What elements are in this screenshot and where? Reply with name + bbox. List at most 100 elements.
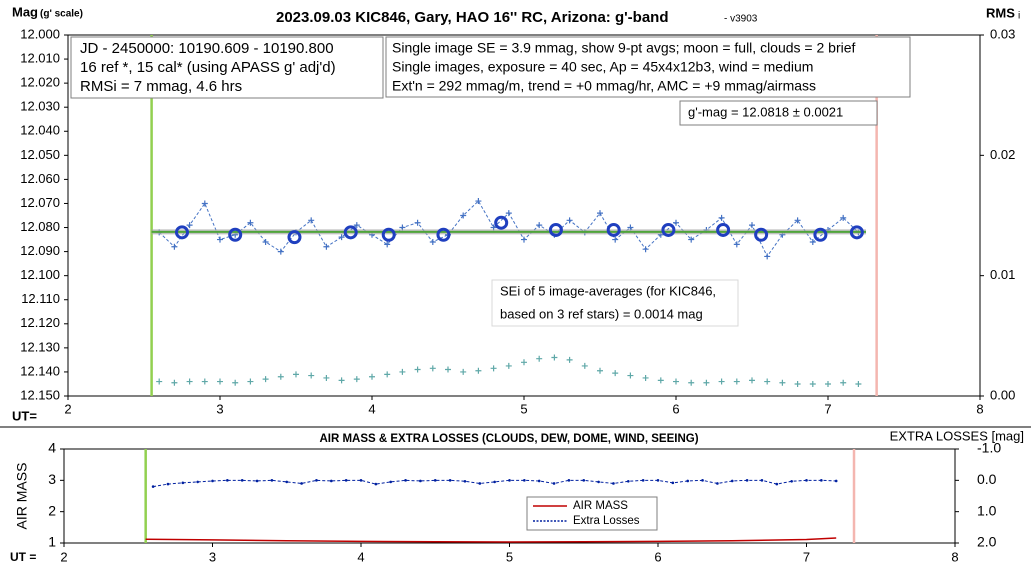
y-tick-label: 12.000	[20, 26, 60, 41]
y-tick-label: 12.010	[20, 51, 60, 66]
point-marker	[490, 365, 497, 372]
point-marker	[201, 378, 208, 385]
point-marker	[551, 354, 558, 361]
average-marker	[494, 215, 509, 230]
point-marker	[384, 241, 391, 248]
point-marker	[840, 214, 847, 221]
legend-box	[526, 496, 658, 531]
point-marker	[171, 379, 178, 386]
point-marker	[240, 479, 244, 482]
point-marker	[211, 479, 214, 483]
point-marker	[429, 365, 436, 372]
y-axis-label: Mag	[12, 4, 38, 19]
point-marker	[673, 378, 679, 385]
series-line	[153, 479, 837, 488]
point-marker	[475, 367, 482, 374]
annotation-text: Single image SE = 3.9 mmag, show 9-pt av…	[392, 40, 856, 56]
point-marker	[232, 379, 239, 386]
x-tick-label: 2	[64, 401, 71, 416]
y-tick-label: 12.050	[20, 147, 60, 162]
point-marker	[262, 376, 269, 383]
x-tick-label: 5	[506, 549, 513, 564]
point-marker	[330, 479, 333, 483]
point-marker	[597, 367, 603, 374]
point-marker	[404, 479, 407, 482]
annotation-text: JD - 2450000: 10190.609 - 10190.800	[80, 40, 334, 57]
point-marker	[582, 479, 586, 482]
point-marker	[186, 378, 193, 385]
y2-tick-label: 0.02	[990, 147, 1015, 162]
point-marker	[414, 366, 421, 373]
y2-tick-label: 0.01	[990, 267, 1015, 282]
average-marker	[754, 227, 769, 242]
point-marker	[315, 479, 318, 482]
point-marker	[745, 479, 749, 482]
x-tick-label: 6	[654, 549, 661, 564]
point-marker	[597, 480, 600, 484]
point-marker	[775, 482, 779, 486]
y-tick-label: 3	[48, 471, 56, 487]
chart-title: 2023.09.03 KIC846, Gary, HAO 16'' RC, Ar…	[276, 9, 669, 26]
y-tick-label: 12.150	[20, 387, 60, 402]
average-marker	[548, 222, 563, 237]
point-marker	[552, 482, 556, 485]
average-marker	[228, 227, 243, 242]
average-marker	[436, 227, 451, 242]
point-marker	[369, 373, 375, 380]
y-tick-label: 12.020	[20, 75, 60, 90]
point-marker	[186, 222, 193, 229]
point-marker	[505, 362, 512, 369]
y2-tick-label: 0.0	[977, 471, 997, 487]
average-marker	[381, 227, 396, 242]
average-marker	[343, 225, 358, 240]
point-marker	[359, 479, 363, 482]
average-marker	[287, 230, 302, 245]
chart-title: AIR MASS & EXTRA LOSSES (CLOUDS, DEW, DO…	[319, 433, 698, 445]
x-tick-label: 8	[976, 401, 983, 416]
x-axis-label: UT=	[12, 408, 37, 423]
point-marker	[308, 372, 315, 379]
point-marker	[718, 378, 725, 385]
point-marker	[201, 200, 208, 207]
point-marker	[445, 366, 451, 373]
point-marker	[809, 238, 816, 245]
point-marker	[688, 379, 695, 386]
point-marker	[855, 380, 862, 387]
annotation-box	[70, 36, 384, 99]
x-axis-label: UT =	[10, 550, 36, 564]
y2-tick-label: 0.00	[990, 387, 1015, 402]
point-marker	[718, 214, 725, 221]
point-marker	[701, 479, 704, 482]
point-marker	[523, 479, 526, 482]
x-tick-label: 5	[520, 401, 527, 416]
point-marker	[834, 479, 838, 483]
average-marker	[175, 225, 189, 240]
average-marker	[849, 225, 864, 240]
point-marker	[389, 480, 393, 484]
y-tick-label: 12.140	[20, 363, 60, 378]
average-marker	[716, 222, 731, 237]
y-axis-label-note: (g' scale)	[40, 9, 83, 20]
point-marker	[521, 236, 527, 243]
annotation-box	[679, 100, 878, 126]
y-tick-label: 4	[48, 440, 56, 456]
y-tick-label: 1	[48, 534, 56, 550]
point-marker	[820, 479, 823, 482]
point-marker	[217, 236, 223, 243]
point-marker	[384, 371, 391, 378]
y-tick-label: 12.130	[20, 339, 60, 354]
legend-label: Extra Losses	[573, 515, 640, 527]
point-marker	[566, 217, 573, 224]
point-marker	[794, 380, 801, 387]
point-marker	[414, 219, 421, 226]
point-marker	[805, 479, 808, 482]
annotation-box	[385, 36, 911, 98]
series-line	[145, 537, 837, 543]
point-marker	[478, 482, 482, 485]
point-marker	[344, 479, 348, 482]
y-tick-label: 12.110	[21, 291, 60, 306]
point-marker	[463, 479, 467, 483]
point-marker	[300, 482, 303, 485]
x-tick-label: 2	[60, 549, 67, 564]
